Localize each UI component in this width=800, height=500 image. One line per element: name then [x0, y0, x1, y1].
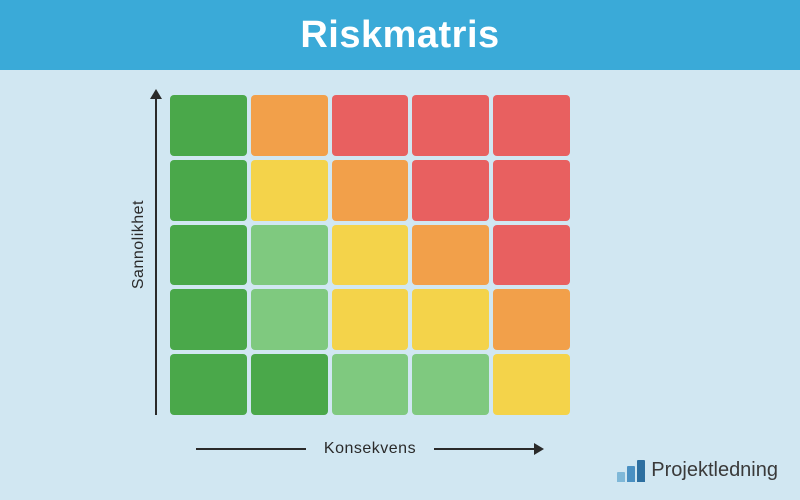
matrix-cell: [412, 225, 489, 286]
matrix-cell: [170, 95, 247, 156]
matrix-cell: [170, 225, 247, 286]
brand-logo-icon: [617, 460, 645, 482]
y-axis-label: Sannolikhet: [130, 200, 148, 289]
matrix-cell: [493, 95, 570, 156]
matrix-cell: [170, 354, 247, 415]
x-axis-label: Konsekvens: [324, 440, 416, 458]
logo-bar: [637, 460, 645, 482]
matrix-cell: [412, 160, 489, 221]
x-axis-line-left: [196, 448, 306, 450]
page-title: Riskmatris: [300, 14, 499, 57]
matrix-cell: [412, 354, 489, 415]
matrix-cell: [251, 354, 328, 415]
matrix-cell: [332, 95, 409, 156]
x-axis: Konsekvens: [170, 440, 570, 458]
brand-logo-text: Projektledning: [651, 459, 778, 482]
x-axis-line-right: [434, 443, 544, 455]
matrix-cell: [412, 95, 489, 156]
header-bar: Riskmatris: [0, 0, 800, 70]
y-axis-label-wrap: Sannolikhet: [130, 105, 148, 385]
matrix-cell: [332, 225, 409, 286]
y-axis-arrow-icon: [150, 89, 162, 99]
logo-bar: [627, 466, 635, 482]
matrix-cell: [493, 289, 570, 350]
risk-matrix-grid: [170, 95, 570, 415]
matrix-cell: [170, 160, 247, 221]
matrix-cell: [332, 289, 409, 350]
matrix-cell: [493, 225, 570, 286]
matrix-cell: [251, 95, 328, 156]
matrix-cell: [412, 289, 489, 350]
matrix-cell: [332, 354, 409, 415]
matrix-cell: [493, 354, 570, 415]
matrix-cell: [170, 289, 247, 350]
risk-matrix: [170, 95, 570, 415]
y-axis-line: [155, 95, 157, 415]
x-axis-arrow-icon: [534, 443, 544, 455]
matrix-cell: [251, 225, 328, 286]
matrix-cell: [251, 160, 328, 221]
matrix-cell: [493, 160, 570, 221]
matrix-cell: [251, 289, 328, 350]
matrix-cell: [332, 160, 409, 221]
logo-bar: [617, 472, 625, 482]
brand-logo: Projektledning: [617, 459, 778, 482]
